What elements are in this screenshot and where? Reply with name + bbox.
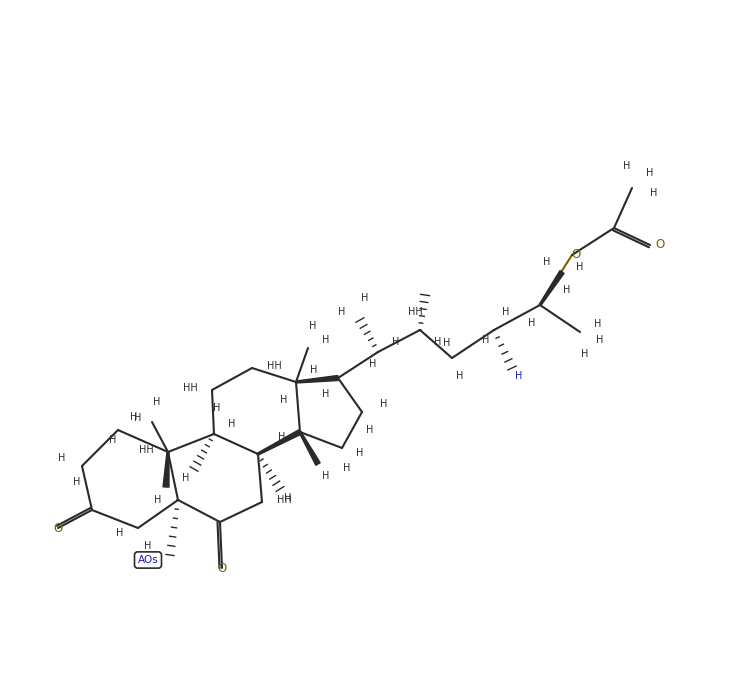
Text: H: H: [134, 413, 142, 423]
Text: H: H: [356, 448, 363, 458]
Text: H: H: [563, 285, 571, 295]
Text: H: H: [110, 435, 116, 445]
Text: H: H: [144, 541, 152, 551]
Text: H: H: [59, 453, 65, 463]
Polygon shape: [539, 270, 564, 305]
Text: H: H: [228, 419, 236, 429]
Text: H: H: [482, 335, 490, 345]
Text: H: H: [434, 337, 442, 347]
Text: H: H: [310, 365, 318, 375]
Text: H: H: [338, 307, 345, 317]
Text: H: H: [369, 359, 377, 369]
Text: H: H: [343, 463, 351, 473]
Text: HH: HH: [182, 383, 198, 393]
Text: H: H: [285, 493, 291, 503]
Polygon shape: [296, 376, 338, 383]
Text: H: H: [279, 432, 285, 442]
Text: H: H: [322, 389, 330, 399]
Text: H: H: [380, 399, 388, 409]
Text: H: H: [581, 349, 589, 359]
Text: H: H: [443, 338, 451, 348]
Text: O: O: [217, 561, 227, 574]
Text: H: H: [154, 495, 161, 505]
Text: H: H: [515, 371, 523, 381]
Text: O: O: [572, 249, 581, 262]
Text: H: H: [182, 473, 190, 483]
Text: H: H: [116, 528, 124, 538]
Text: H: H: [280, 395, 288, 405]
Text: O: O: [53, 522, 62, 535]
Text: H: H: [366, 425, 374, 435]
Text: H: H: [576, 262, 584, 272]
Text: H: H: [596, 335, 604, 345]
Text: H: H: [543, 257, 550, 267]
Text: H: H: [153, 397, 161, 407]
Text: H: H: [213, 403, 221, 413]
Text: H: H: [131, 412, 137, 422]
Text: HH: HH: [139, 445, 153, 455]
Text: H: H: [650, 188, 658, 198]
Text: H: H: [594, 319, 602, 329]
Polygon shape: [299, 432, 320, 465]
Text: H: H: [647, 168, 653, 178]
Text: H: H: [528, 318, 535, 328]
Polygon shape: [163, 452, 169, 487]
Text: H: H: [457, 371, 463, 381]
Text: H: H: [309, 321, 317, 331]
Text: H: H: [74, 477, 80, 487]
Text: H: H: [502, 307, 510, 317]
Text: H: H: [392, 337, 400, 347]
Text: AOs: AOs: [137, 555, 158, 565]
Text: O: O: [656, 238, 665, 251]
Polygon shape: [258, 430, 301, 455]
Text: H: H: [623, 161, 631, 171]
Text: HH: HH: [276, 495, 291, 505]
Text: HH: HH: [267, 361, 282, 371]
Text: HH: HH: [408, 307, 422, 317]
Text: H: H: [361, 293, 369, 303]
Text: H: H: [322, 471, 330, 481]
Text: H: H: [322, 335, 330, 345]
